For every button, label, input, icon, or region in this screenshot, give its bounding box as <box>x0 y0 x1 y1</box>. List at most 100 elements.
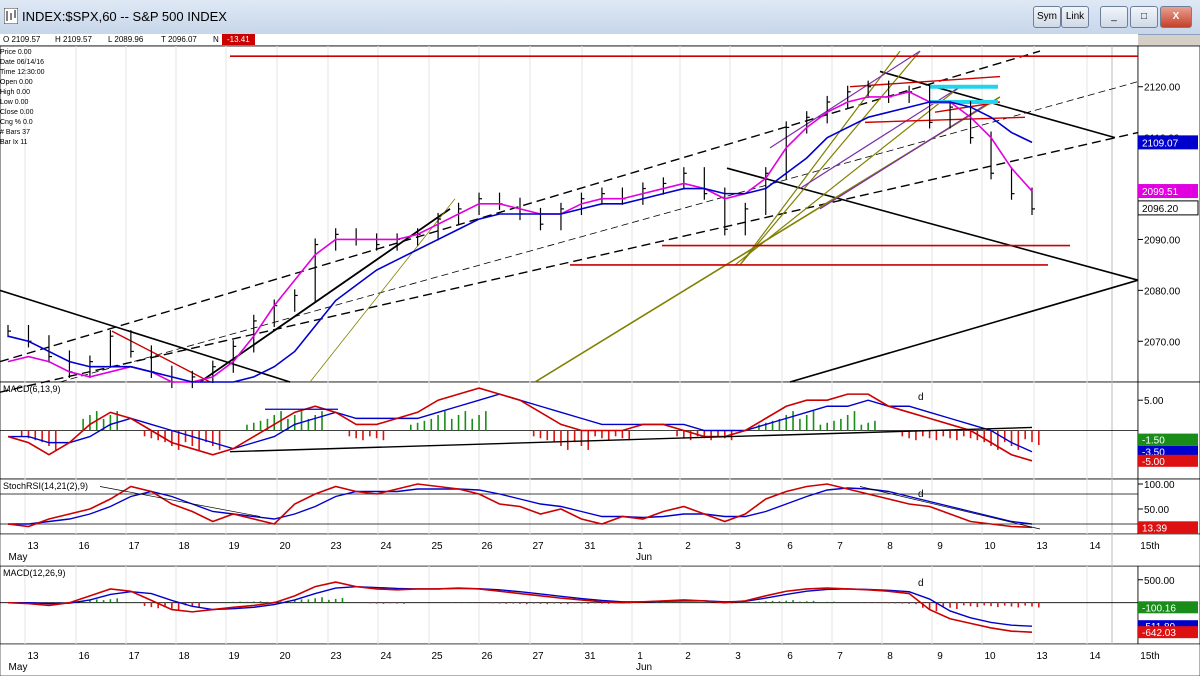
ohlc-high: H 2109.57 <box>55 35 92 44</box>
readout-row: # Bars 37 <box>0 129 30 136</box>
date-label: 15th <box>1140 651 1159 662</box>
indicator-value-tag-text: -5.00 <box>1142 457 1165 468</box>
price-value-tag-bg <box>1137 200 1199 216</box>
indicator-line <box>7 483 1033 529</box>
ohlc-net: N <box>213 35 219 44</box>
date-label: 3 <box>735 541 741 552</box>
date-label: 26 <box>481 651 493 662</box>
channel-upper <box>0 50 1041 363</box>
date-label: 8 <box>887 541 893 552</box>
price-tick-label: 2120.00 <box>1144 83 1181 94</box>
month-label: May <box>9 662 28 673</box>
date-label: 17 <box>128 541 140 552</box>
indicator-value-tag-text: -1.50 <box>1142 436 1165 447</box>
date-label: 17 <box>128 651 140 662</box>
indicator-tick-label: 100.00 <box>1144 480 1175 491</box>
date-label: 27 <box>532 651 544 662</box>
price-tick-label: 2090.00 <box>1144 235 1181 246</box>
red-trend-left <box>111 330 211 383</box>
date-label: 13 <box>27 651 39 662</box>
data-window: Price 0.00 Date 06/14/16 Time 12:30:00 Open… <box>0 48 62 148</box>
close-icon: X <box>1172 11 1180 22</box>
date-label: 27 <box>532 541 544 552</box>
red-top-segment <box>849 75 1001 88</box>
date-axis-2 <box>0 643 1200 676</box>
divergence-mark: d <box>918 578 924 589</box>
maximize-icon: □ <box>1140 11 1148 22</box>
date-label: 9 <box>937 541 943 552</box>
date-label: 19 <box>228 541 240 552</box>
uptrend-bottom <box>789 279 1139 383</box>
indicator-value-tag: -100.16 <box>1138 601 1198 614</box>
chart-app-icon <box>4 8 18 24</box>
date-label: 20 <box>279 541 291 552</box>
date-label: 1 <box>637 541 643 552</box>
date-label: 6 <box>787 541 793 552</box>
chart-area: 1313161617171818191920202323242425252626… <box>0 45 1200 676</box>
date-label: 23 <box>330 651 342 662</box>
readout-row: Date 06/14/16 <box>0 59 44 66</box>
readout-row: Cng % 0.0 <box>0 119 33 126</box>
panel-stochrsi <box>0 478 1139 535</box>
ohlc-close: T 2096.07 <box>161 35 197 44</box>
date-label: 14 <box>1089 541 1101 552</box>
panel-title: StochRSI(14,21(2),9) <box>3 481 88 491</box>
date-label: 25 <box>431 651 443 662</box>
minimize-button[interactable]: _ <box>1100 6 1128 28</box>
date-label: 23 <box>330 541 342 552</box>
date-label: 8 <box>887 651 893 662</box>
indicator-value-tag-text: 13.39 <box>1142 523 1167 534</box>
divergence-mark: d <box>918 489 924 500</box>
indicator-value-tag-bg <box>1138 601 1198 614</box>
price-tick-label: 2080.00 <box>1144 286 1181 297</box>
month-label: May <box>9 552 28 563</box>
date-label: 2 <box>685 651 691 662</box>
window-title: INDEX:$SPX,60 -- S&P 500 INDEX <box>22 9 227 24</box>
indicator-value-tag-bg <box>1138 445 1198 458</box>
link-button[interactable]: Link <box>1061 6 1089 28</box>
indicator-tick-label: 500.00 <box>1144 576 1175 587</box>
panel-title: MACD(6,13,9) <box>3 384 61 394</box>
link-label: Link <box>1065 11 1085 22</box>
month-label: Jun <box>636 662 652 673</box>
ma-fast-line <box>7 90 1033 383</box>
date-label: 9 <box>937 651 943 662</box>
date-label: 18 <box>178 541 190 552</box>
indicator-value-tag-text: -3.50 <box>1142 448 1165 459</box>
date-label: 15th <box>1140 541 1159 552</box>
ohlc-bar: O 2109.57 H 2109.57 L 2089.96 T 2096.07 … <box>0 34 1138 45</box>
ohlc-low: L 2089.96 <box>108 35 144 44</box>
channel-lower <box>0 131 1139 393</box>
indicator-tick-label: 50.00 <box>1144 505 1169 516</box>
close-button[interactable]: X <box>1160 6 1192 28</box>
maximize-button[interactable]: □ <box>1130 6 1158 28</box>
price-value-tag-text: 2099.51 <box>1142 187 1179 198</box>
readout-row: Time 12:30:00 <box>0 69 45 76</box>
red-top-segment <box>864 116 1026 124</box>
date-label: 14 <box>1089 651 1101 662</box>
downtrend-right <box>726 167 1139 281</box>
date-label: 3 <box>735 651 741 662</box>
readout-row: Bar Ix 11 <box>0 139 28 146</box>
price-value-tag: 2109.07 <box>1138 135 1198 150</box>
ohlc-net-value: -13.41 <box>222 34 255 45</box>
price-value-tag-text: 2096.20 <box>1142 204 1179 215</box>
date-label: 18 <box>178 651 190 662</box>
divergence-mark: d <box>918 392 924 403</box>
readout-row: Close 0.00 <box>0 109 34 116</box>
stoch-trend <box>99 486 261 517</box>
date-label: 20 <box>279 651 291 662</box>
readout-row: Low 0.00 <box>0 99 29 106</box>
date-axis-1 <box>0 533 1200 567</box>
panel-title: MACD(12,26,9) <box>3 568 66 578</box>
indicator-value-tag: -5.00 <box>1138 454 1198 468</box>
date-label: 13 <box>1036 651 1048 662</box>
date-label: 6 <box>787 651 793 662</box>
readout-row: Open 0.00 <box>0 79 33 86</box>
sym-button[interactable]: Sym <box>1033 6 1061 28</box>
indicator-value-tag: -1.50 <box>1138 433 1198 447</box>
price-value-tag-bg <box>1138 135 1198 150</box>
price-value-tag-text: 2109.07 <box>1142 138 1179 149</box>
indicator-line <box>7 387 1033 462</box>
date-label: 10 <box>984 651 996 662</box>
